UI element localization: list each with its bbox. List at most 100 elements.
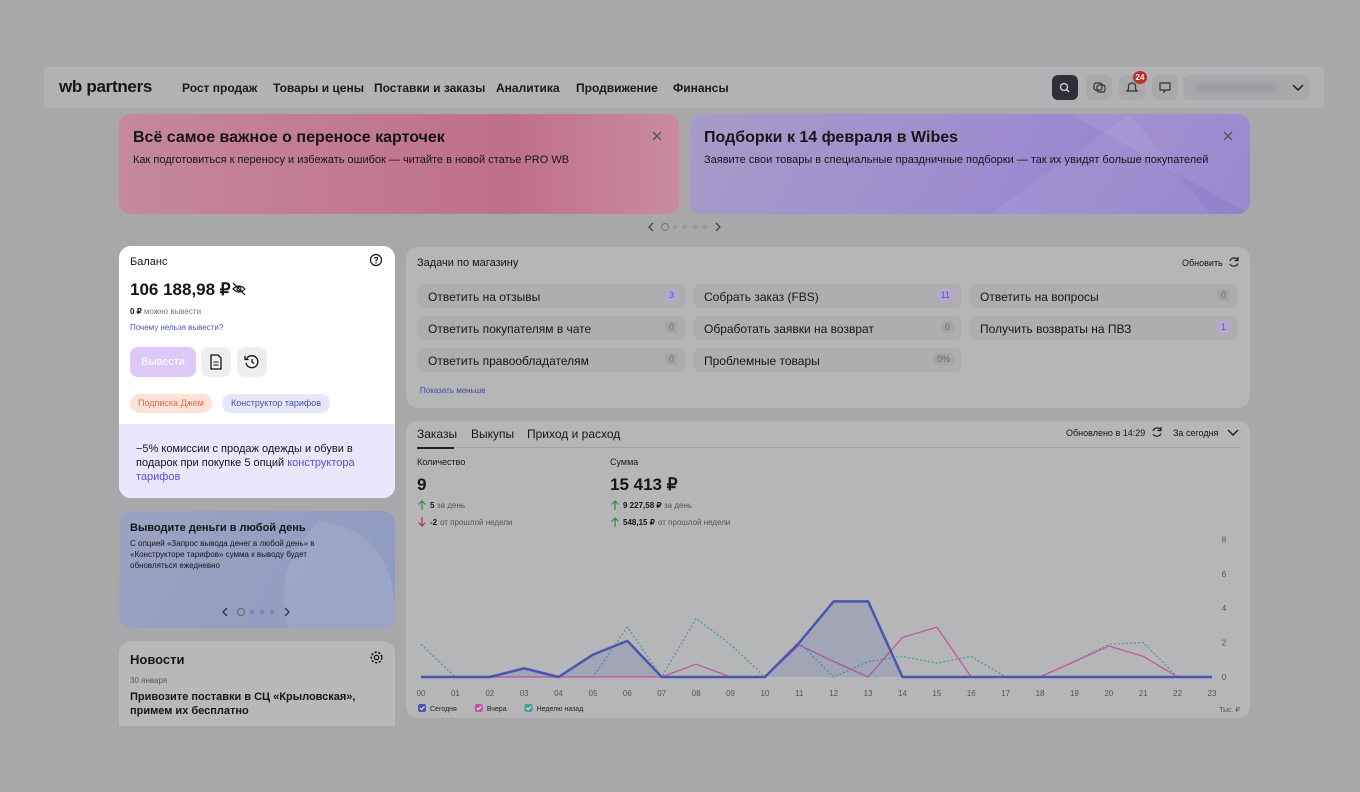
arrow-up-icon xyxy=(611,517,619,527)
task-item[interactable]: Ответить правообладателям 0 xyxy=(417,348,686,372)
series-line xyxy=(421,600,1212,679)
nav-item[interactable]: Продвижение xyxy=(576,81,658,95)
close-icon[interactable] xyxy=(651,130,663,142)
series-area xyxy=(421,601,1212,677)
refresh-icon[interactable] xyxy=(1227,255,1241,269)
chat-button[interactable] xyxy=(1086,75,1112,100)
why-link[interactable]: Почему нельзя вывести? xyxy=(130,323,224,332)
legend-item[interactable]: Неделю назад xyxy=(524,704,584,713)
nav-item[interactable]: Товары и цены xyxy=(273,81,364,95)
promo-pager[interactable] xyxy=(219,605,295,619)
task-item[interactable]: Обработать заявки на возврат 0 xyxy=(693,316,962,340)
nav-item[interactable]: Аналитика xyxy=(496,81,560,95)
balance-card: Баланс 106 188,98 ₽ 0 ₽ можно вывести По… xyxy=(119,246,395,498)
x-tick-label: 17 xyxy=(1001,689,1010,698)
history-button[interactable] xyxy=(237,347,267,377)
logo[interactable]: wb partners xyxy=(59,77,153,96)
task-item[interactable]: Проблемные товары 0% xyxy=(693,348,962,372)
task-count: 3 xyxy=(664,289,678,301)
task-count: 0 xyxy=(940,321,954,333)
nav-item[interactable]: Финансы xyxy=(673,81,729,95)
task-label: Собрать заказ (FBS) xyxy=(704,290,819,304)
legend-label: Вчера xyxy=(487,706,507,713)
task-item[interactable]: Получить возвраты на ПВЗ 1 xyxy=(969,316,1238,340)
arrow-down-icon xyxy=(418,517,426,527)
news-title: Новости xyxy=(130,652,185,667)
task-count: 0 xyxy=(664,353,678,365)
x-tick-label: 02 xyxy=(485,689,494,698)
legend-item[interactable]: Сегодня xyxy=(418,704,457,713)
banner-text: Заявите свои товары в специальные праздн… xyxy=(704,154,1209,166)
banner[interactable]: Подборки к 14 февраля в Wibes Заявите св… xyxy=(690,114,1250,214)
updated-time: Обновлено в 14:29 xyxy=(1066,428,1146,438)
period-select[interactable]: За сегодня xyxy=(1173,428,1219,438)
x-tick-label: 06 xyxy=(623,689,632,698)
account-menu[interactable] xyxy=(1183,75,1310,100)
stats-panel: Обновлено в 14:29 За сегодня xyxy=(406,421,1250,718)
available-amount: 0 ₽ xyxy=(130,307,142,316)
task-count: 0 xyxy=(1216,289,1230,301)
metric-day: 5 xyxy=(430,501,435,510)
nav-item[interactable]: Рост продаж xyxy=(182,81,258,95)
tab[interactable]: Выкупы xyxy=(471,427,515,441)
legend-check xyxy=(419,706,425,711)
banner[interactable]: Всё самое важное о переносе карточек Как… xyxy=(119,114,679,214)
x-tick-label: 22 xyxy=(1173,689,1182,698)
x-tick-label: 23 xyxy=(1208,689,1217,698)
refresh-icon[interactable] xyxy=(1150,425,1164,439)
search-button[interactable] xyxy=(1052,75,1078,100)
tag[interactable]: Конструктор тарифов xyxy=(222,394,331,413)
tab[interactable]: Приход и расход xyxy=(527,427,621,441)
settings-icon[interactable] xyxy=(369,650,384,665)
support-button[interactable] xyxy=(1152,75,1178,100)
task-label: Ответить правообладателям xyxy=(428,354,589,368)
task-count: 0 xyxy=(664,321,678,333)
hide-icon[interactable] xyxy=(231,282,247,296)
x-tick-label: 12 xyxy=(829,689,838,698)
toggle-link[interactable]: Показать меньше xyxy=(420,386,486,395)
close-icon[interactable] xyxy=(1222,130,1234,142)
legend-item[interactable]: Вчера xyxy=(474,704,507,713)
task-item[interactable]: Ответить на отзывы 3 xyxy=(417,284,686,308)
metric-value: 9 xyxy=(417,475,427,494)
task-item[interactable]: Собрать заказ (FBS) 11 xyxy=(693,284,962,308)
task-count: 0% xyxy=(932,353,954,365)
legend-checkbox xyxy=(524,704,533,712)
report-button[interactable] xyxy=(201,347,231,377)
tag[interactable]: Подписка Джем xyxy=(130,394,212,413)
promo-title: Выводите деньги в любой день xyxy=(130,522,306,534)
notification-badge: 24 xyxy=(1133,71,1147,84)
offer-link[interactable]: конструктора тарифов xyxy=(136,457,355,483)
y-tick-label: 2 xyxy=(1222,639,1227,648)
history-icon xyxy=(244,355,259,369)
task-label: Проблемные товары xyxy=(704,354,820,368)
refresh-button[interactable]: Обновить xyxy=(1182,258,1223,268)
available: 0 ₽ можно вывести xyxy=(130,307,201,316)
metric-label: Сумма xyxy=(610,457,639,467)
help-icon[interactable] xyxy=(369,253,383,267)
metric-day: 9 227,58 ₽ xyxy=(623,501,662,510)
task-item[interactable]: Ответить на вопросы 0 xyxy=(969,284,1238,308)
x-tick-label: 14 xyxy=(898,689,907,698)
series-line xyxy=(421,626,1212,678)
arrow-up-icon xyxy=(611,500,619,510)
x-tick-label: 05 xyxy=(589,689,598,698)
withdraw-button[interactable]: Вывести xyxy=(130,347,196,377)
x-tick-label: 16 xyxy=(967,689,976,698)
balance-title: Баланс xyxy=(130,256,168,268)
task-item[interactable]: Ответить покупателям в чате 0 xyxy=(417,316,686,340)
news-headline[interactable]: Привозите поставки в СЦ «Крыловская», пр… xyxy=(130,691,356,717)
promo-card[interactable]: Выводите деньги в любой день С опцией «З… xyxy=(119,511,395,628)
tab[interactable]: Заказы xyxy=(417,427,458,441)
chevron-icon[interactable] xyxy=(1226,427,1240,439)
nav-item[interactable]: Поставки и заказы xyxy=(374,81,486,95)
x-tick-label: 03 xyxy=(520,689,529,698)
metric-week: 548,15 ₽ xyxy=(623,518,655,527)
task-label: Получить возвраты на ПВЗ xyxy=(980,322,1132,336)
metric-week-label: от прошлой недели xyxy=(658,518,731,527)
x-tick-label: 08 xyxy=(692,689,701,698)
legend-check xyxy=(476,706,482,711)
legend-label: Сегодня xyxy=(430,706,457,713)
carousel-pager[interactable] xyxy=(644,220,724,234)
